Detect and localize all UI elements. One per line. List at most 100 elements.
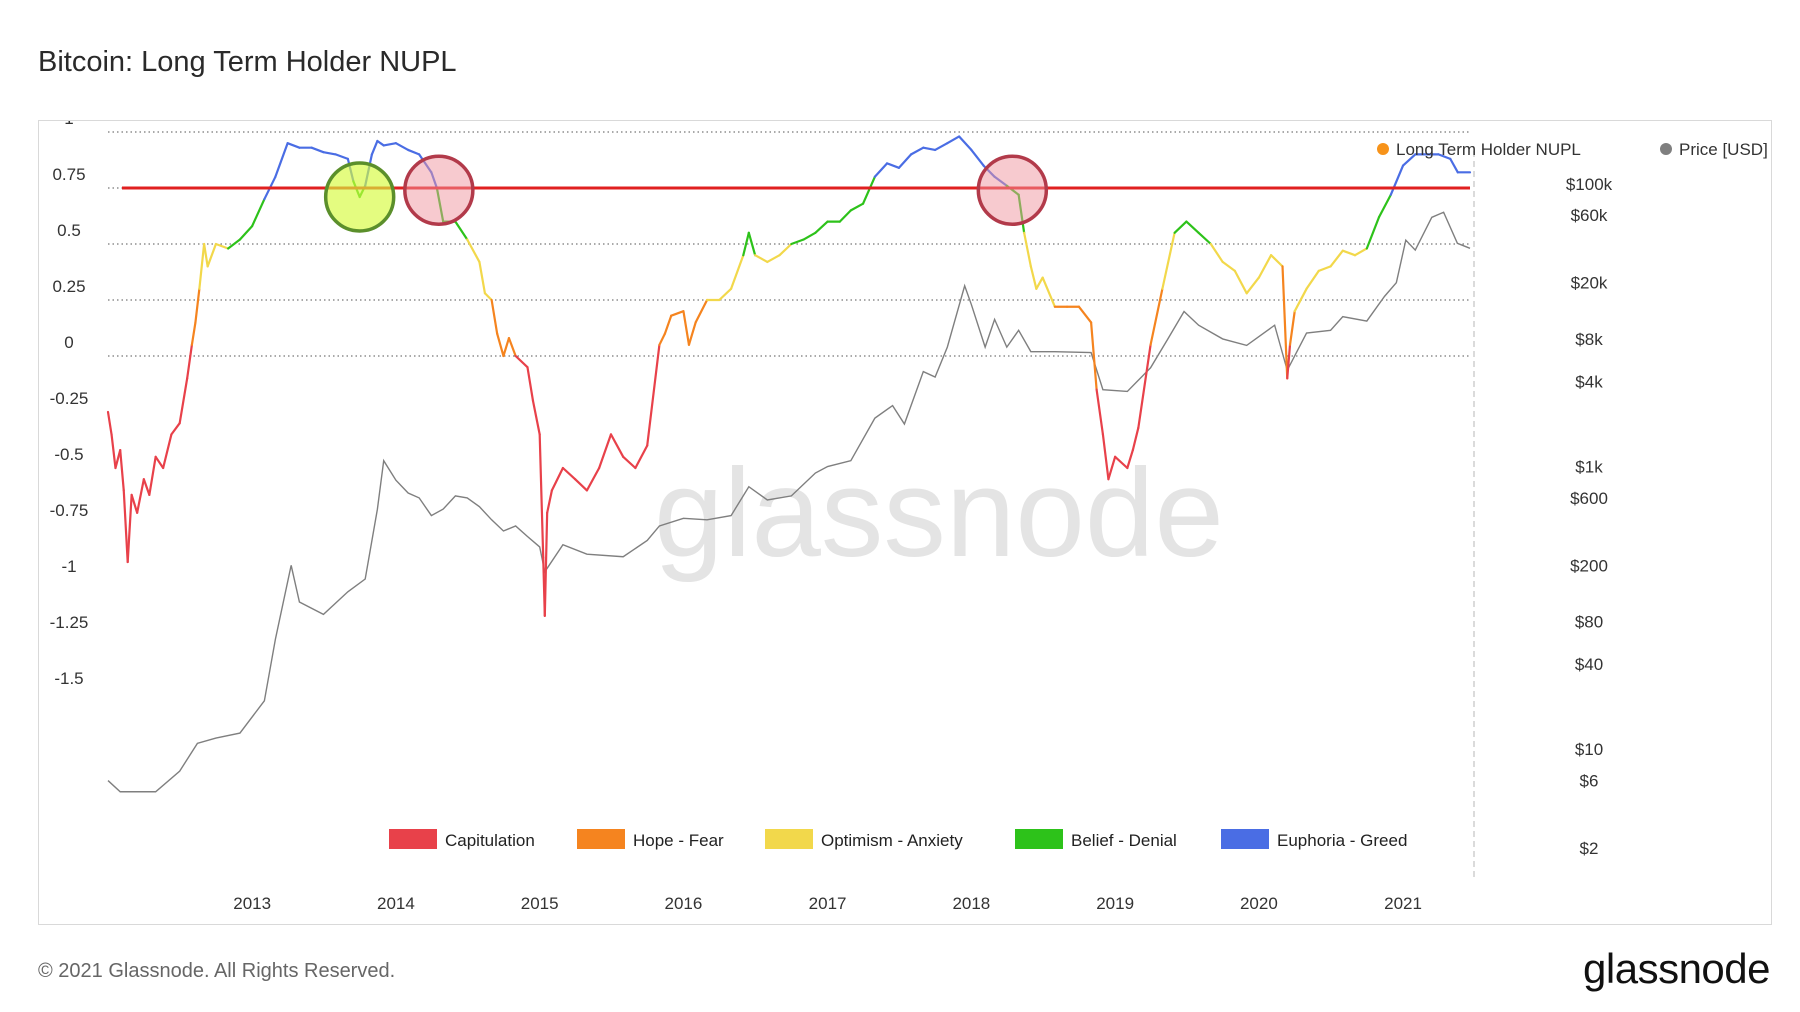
nupl-segment bbox=[154, 455, 165, 470]
legend-top[interactable]: Long Term Holder NUPL Price [USD] bbox=[1377, 140, 1768, 159]
nupl-segment bbox=[106, 410, 113, 436]
x-tick-label: 2019 bbox=[1096, 894, 1134, 913]
nupl-segment bbox=[1257, 254, 1273, 279]
nupl-segment bbox=[922, 146, 937, 152]
nupl-segment bbox=[514, 354, 529, 369]
legend-bottom-label: Euphoria - Greed bbox=[1277, 831, 1407, 850]
x-tick-label: 2021 bbox=[1384, 894, 1422, 913]
red-circle-annotation bbox=[403, 154, 475, 226]
nupl-segment bbox=[1131, 426, 1140, 452]
nupl-segment bbox=[1286, 343, 1292, 380]
price-line bbox=[107, 211, 1471, 793]
legend-bottom-label: Capitulation bbox=[445, 831, 535, 850]
nupl-segment bbox=[490, 298, 499, 335]
nupl-segment bbox=[148, 455, 157, 496]
y-left-tick-label: -1.5 bbox=[54, 669, 83, 688]
y-right-tick-label: $40 bbox=[1575, 655, 1603, 674]
y-left-tick-label: 0 bbox=[64, 333, 73, 352]
nupl-segment bbox=[747, 231, 757, 257]
legend-bottom-label: Optimism - Anxiety bbox=[821, 831, 963, 850]
nupl-segment bbox=[718, 287, 733, 302]
legend-bottom[interactable]: Capitulation Hope - Fear Optimism - Anxiet… bbox=[389, 829, 1407, 850]
nupl-segment bbox=[454, 220, 469, 241]
nupl-segment bbox=[687, 321, 697, 346]
legend-swatch-icon bbox=[577, 829, 625, 849]
legend-dot-icon bbox=[1660, 143, 1672, 155]
nupl-segment bbox=[227, 238, 242, 250]
nupl-segment bbox=[466, 238, 481, 264]
legend-bottom-item[interactable]: Optimism - Anxiety bbox=[765, 829, 963, 850]
nupl-segment bbox=[790, 238, 805, 246]
nupl-segment bbox=[1329, 249, 1344, 268]
legend-top-item[interactable]: Long Term Holder NUPL bbox=[1377, 140, 1581, 159]
nupl-segment bbox=[1281, 265, 1289, 380]
x-tick-label: 2016 bbox=[665, 894, 703, 913]
x-tick-label: 2018 bbox=[952, 894, 990, 913]
nupl-segment bbox=[376, 139, 385, 147]
nupl-segment bbox=[162, 433, 173, 470]
nupl-segment bbox=[849, 202, 865, 212]
nupl-segment bbox=[119, 448, 125, 492]
nupl-segment bbox=[214, 242, 230, 250]
y-right-tick-label: $200 bbox=[1570, 556, 1608, 575]
nupl-segment bbox=[310, 146, 325, 154]
nupl-segment bbox=[1288, 310, 1296, 346]
copyright-text: © 2021 Glassnode. All Rights Reserved. bbox=[38, 960, 396, 982]
legend-bottom-item[interactable]: Euphoria - Greed bbox=[1221, 829, 1407, 850]
legend-top-label: Long Term Holder NUPL bbox=[1396, 140, 1581, 159]
legend-bottom-item[interactable]: Capitulation bbox=[389, 829, 535, 850]
y-right-tick-label: $100k bbox=[1566, 175, 1613, 194]
nupl-segment bbox=[1101, 433, 1110, 481]
nupl-segment bbox=[1029, 265, 1038, 290]
nupl-segment bbox=[502, 336, 511, 358]
nupl-segment bbox=[1365, 216, 1381, 250]
y-right-tick-label: $4k bbox=[1575, 372, 1603, 391]
legend-swatch-icon bbox=[389, 829, 437, 849]
nupl-segment bbox=[1341, 249, 1357, 257]
nupl-segment bbox=[754, 254, 769, 264]
y-right-tick-label: $20k bbox=[1571, 274, 1608, 293]
nupl-segment bbox=[1185, 220, 1200, 234]
nupl-segment bbox=[1161, 231, 1176, 290]
nupl-segment bbox=[861, 175, 876, 205]
nupl-segment bbox=[682, 310, 691, 346]
legend-top-item[interactable]: Price [USD] bbox=[1660, 140, 1768, 159]
legend-bottom-item[interactable]: Belief - Denial bbox=[1015, 829, 1177, 850]
nupl-segment bbox=[483, 292, 493, 302]
nupl-segment bbox=[873, 162, 889, 178]
y-left-tick-label: 0.5 bbox=[57, 221, 81, 240]
nupl-segment bbox=[1221, 260, 1236, 272]
nupl-segment bbox=[1449, 157, 1459, 174]
green-circle-annotation bbox=[323, 161, 396, 233]
nupl-segment bbox=[198, 242, 206, 290]
brand-logo: glassnode bbox=[1583, 945, 1770, 992]
nupl-segment bbox=[658, 332, 667, 346]
nupl-segment bbox=[238, 224, 254, 241]
nupl-segment bbox=[507, 336, 517, 358]
nupl-segment bbox=[663, 314, 673, 335]
x-tick-label: 2015 bbox=[521, 894, 559, 913]
nupl-segment bbox=[1269, 254, 1284, 268]
x-tick-label: 2020 bbox=[1240, 894, 1278, 913]
nupl-segment bbox=[382, 142, 398, 147]
y-left-tick-label: -0.75 bbox=[50, 501, 89, 520]
nupl-segment bbox=[531, 399, 541, 436]
nupl-segment bbox=[646, 343, 661, 447]
legend-swatch-icon bbox=[765, 829, 813, 849]
nupl-segment bbox=[110, 433, 117, 470]
y-left-tick-label: 0.25 bbox=[52, 277, 85, 296]
nupl-segment bbox=[1035, 276, 1044, 290]
nupl-segment bbox=[1077, 305, 1093, 324]
legend-bottom-item[interactable]: Hope - Fear bbox=[577, 829, 724, 850]
chart-frame: glassnode 1 0.75 0.5 0.25 0 -0.25 -0.5 -0.75 -1 -… bbox=[38, 109, 1772, 925]
nupl-segment bbox=[634, 444, 649, 470]
nupl-segment bbox=[1197, 231, 1212, 246]
nupl-segment bbox=[1023, 231, 1032, 268]
nupl-segment bbox=[370, 139, 379, 156]
nupl-segment bbox=[1107, 455, 1117, 481]
nupl-segment bbox=[561, 466, 577, 481]
nupl-segment bbox=[1114, 455, 1129, 470]
chart-svg: glassnode 1 0.75 0.5 0.25 0 -0.25 -0.5 -0.75 -1 -… bbox=[50, 109, 1768, 913]
nupl-segment bbox=[1173, 220, 1188, 234]
nupl-segment bbox=[897, 153, 913, 169]
